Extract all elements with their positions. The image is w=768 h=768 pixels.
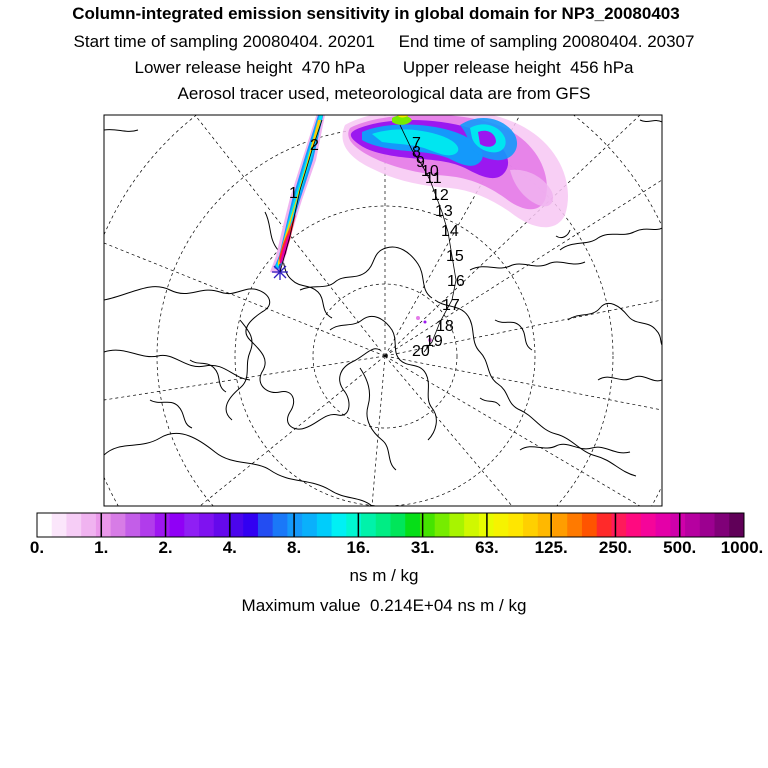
colorbar-swatch bbox=[596, 513, 612, 537]
colorbar-swatch bbox=[375, 513, 391, 537]
colorbar-swatch bbox=[464, 513, 480, 537]
sensitivity-speckles bbox=[416, 316, 432, 342]
colorbar-swatch bbox=[434, 513, 450, 537]
sampling-times: Start time of sampling 20080404. 20201 E… bbox=[0, 32, 768, 52]
colorbar-swatch bbox=[81, 513, 97, 537]
traj-label-11: 11 bbox=[425, 170, 442, 187]
traj-label-7: 7 bbox=[412, 135, 421, 152]
colorbar-swatch bbox=[685, 513, 701, 537]
traj-label-8: 8 bbox=[412, 144, 421, 161]
colorbar-swatch bbox=[125, 513, 141, 537]
colorbar-swatch bbox=[51, 513, 67, 537]
colorbar-swatch bbox=[537, 513, 554, 537]
colorbar-swatch bbox=[419, 513, 436, 537]
colorbar-unit-label: ns m / kg bbox=[349, 566, 419, 585]
traj-label-13: 13 bbox=[435, 203, 453, 220]
colorbar-frame bbox=[36, 512, 745, 538]
colorbar-swatch bbox=[287, 513, 303, 537]
colorbar-swatch bbox=[361, 513, 377, 537]
colorbar-swatch bbox=[346, 513, 362, 537]
colorbar-tick-label: 250. bbox=[599, 538, 632, 557]
traj-label-10: 10 bbox=[421, 163, 439, 180]
maximum-value-label: Maximum value 0.214E+04 ns m / kg bbox=[241, 596, 527, 615]
colorbar-swatch bbox=[257, 513, 274, 537]
release-heights: Lower release height 470 hPa Upper relea… bbox=[0, 58, 768, 78]
colorbar-tick-label: 500. bbox=[663, 538, 696, 557]
traj-label-20: 20 bbox=[412, 343, 430, 360]
colorbar-swatch bbox=[670, 513, 686, 537]
colorbar-swatch bbox=[699, 513, 716, 537]
colorbar-tick-label: 1. bbox=[94, 538, 108, 557]
colorbar-swatch bbox=[581, 513, 598, 537]
colorbar-tick-label: 63. bbox=[475, 538, 499, 557]
colorbar-tick-label: 1000. bbox=[721, 538, 764, 557]
traj-label-9: 9 bbox=[416, 154, 425, 171]
colorbar-swatch bbox=[95, 513, 112, 537]
colorbar-swatch bbox=[655, 513, 671, 537]
colorbar-swatch bbox=[110, 513, 126, 537]
colorbar-tick-label: 16. bbox=[347, 538, 371, 557]
colorbar-swatch bbox=[552, 513, 568, 537]
colorbar-swatch bbox=[228, 513, 244, 537]
coastlines bbox=[104, 119, 662, 506]
colorbar-swatch bbox=[390, 513, 406, 537]
traj-label-15: 15 bbox=[446, 248, 464, 265]
colorbar-swatch bbox=[169, 513, 185, 537]
colorbar-swatch bbox=[493, 513, 509, 537]
colorbar-swatch bbox=[405, 513, 421, 537]
colorbar-swatch bbox=[66, 513, 82, 537]
colorbar-swatch bbox=[316, 513, 333, 537]
colorbar-tick-label: 4. bbox=[223, 538, 237, 557]
colorbar-swatch bbox=[626, 513, 642, 537]
colorbar-tick-labels: 0. 1. 2. 4. 8. 16. 31. 63. 125. 250. 500. 1000. bbox=[30, 513, 763, 557]
colorbar-swatch bbox=[37, 513, 53, 537]
colorbar-tick-label: 31. bbox=[411, 538, 435, 557]
colorbar-swatch bbox=[331, 513, 347, 537]
colorbar-tick-label: 2. bbox=[158, 538, 172, 557]
colorbar-swatches bbox=[36, 512, 745, 538]
colorbar-swatch bbox=[199, 513, 215, 537]
colorbar-swatch bbox=[714, 513, 730, 537]
traj-label-18: 18 bbox=[436, 318, 454, 335]
colorbar-swatch bbox=[272, 513, 288, 537]
colorbar-swatch bbox=[213, 513, 229, 537]
colorbar-swatch bbox=[449, 513, 465, 537]
colorbar-swatch bbox=[611, 513, 627, 537]
traj-label-2: 2 bbox=[310, 137, 319, 154]
traj-label-1: 1 bbox=[289, 185, 298, 202]
colorbar-tick-label: 0. bbox=[30, 538, 44, 557]
traj-label-19: 19 bbox=[425, 333, 443, 350]
sampling-start: Start time of sampling 20080404. 20201 bbox=[73, 32, 376, 51]
traj-label-17: 17 bbox=[442, 297, 460, 314]
colorbar-swatch bbox=[302, 513, 318, 537]
colorbar-swatch bbox=[140, 513, 156, 537]
colorbar-tick-label: 125. bbox=[535, 538, 568, 557]
trajectory-line bbox=[279, 119, 457, 353]
trajectory-labels: 1 2 7 8 9 10 11 12 13 14 15 16 17 18 19 … bbox=[289, 135, 465, 360]
colorbar-swatch bbox=[523, 513, 539, 537]
upper-release-height: Upper release height 456 hPa bbox=[402, 58, 634, 77]
traj-label-16: 16 bbox=[447, 273, 465, 290]
sampling-end: End time of sampling 20080404. 20307 bbox=[398, 32, 695, 51]
colorbar-swatch bbox=[243, 513, 259, 537]
colorbar-swatch bbox=[154, 513, 171, 537]
traj-label-12: 12 bbox=[431, 187, 449, 204]
sensitivity-plume bbox=[342, 115, 568, 228]
colorbar-swatch bbox=[508, 513, 524, 537]
lower-release-height: Lower release height 470 hPa bbox=[134, 58, 366, 77]
colorbar-swatch bbox=[184, 513, 200, 537]
map-frame bbox=[103, 114, 663, 507]
colorbar-tick-label: 8. bbox=[287, 538, 301, 557]
figure-title: Column-integrated emission sensitivity i… bbox=[72, 4, 680, 23]
traj-label-14: 14 bbox=[441, 223, 459, 240]
colorbar-swatch bbox=[729, 513, 745, 537]
colorbar-swatch bbox=[567, 513, 583, 537]
colorbar-swatch bbox=[640, 513, 657, 537]
tracer-note: Aerosol tracer used, meteorological data… bbox=[177, 84, 591, 103]
